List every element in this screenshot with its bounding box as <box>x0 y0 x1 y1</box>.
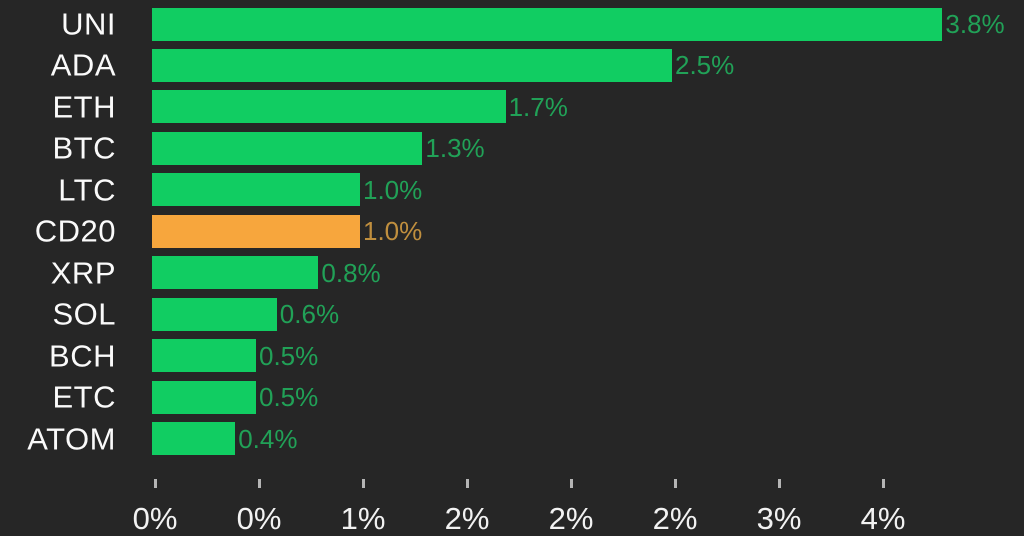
x-axis-tick-label-5: 2% <box>652 501 698 536</box>
category-label-ada: ADA <box>50 47 116 83</box>
x-axis-tick-label-4: 2% <box>548 501 594 536</box>
category-label-cd20: CD20 <box>34 213 116 249</box>
bar-eth <box>152 90 506 124</box>
bar-btc <box>152 131 423 165</box>
x-axis-tick-label-1: 0% <box>236 501 282 536</box>
value-label-ltc: 1.0% <box>363 174 423 205</box>
bar-sol <box>152 297 277 331</box>
category-label-eth: ETH <box>52 89 116 125</box>
bar-ltc <box>152 173 360 207</box>
value-label-cd20: 1.0% <box>363 216 423 247</box>
x-axis-tick-label-6: 3% <box>756 501 802 536</box>
category-label-sol: SOL <box>52 296 116 332</box>
bar-atom <box>152 422 236 455</box>
value-label-atom: 0.4% <box>238 423 298 454</box>
x-axis-tick-label-0: 0% <box>132 501 178 536</box>
x-axis-tick-5 <box>673 479 677 488</box>
value-label-bch: 0.5% <box>259 340 319 371</box>
value-label-eth: 1.7% <box>508 91 568 122</box>
category-label-bch: BCH <box>49 338 116 374</box>
x-axis-tick-6 <box>777 479 781 488</box>
x-axis-tick-2 <box>361 479 365 488</box>
value-label-sol: 0.6% <box>279 299 340 330</box>
x-axis-tick-label-7: 4% <box>860 501 906 536</box>
x-axis-tick-3 <box>465 479 469 488</box>
bar-cd20 <box>152 214 360 248</box>
category-label-btc: BTC <box>52 130 116 166</box>
x-axis-tick-label-3: 2% <box>444 501 490 536</box>
category-label-etc: ETC <box>52 379 116 415</box>
category-label-uni: UNI <box>61 6 116 42</box>
bar-etc <box>152 380 256 414</box>
value-label-ada: 2.5% <box>675 50 735 81</box>
bar-ada <box>152 48 672 82</box>
bar-uni <box>152 7 943 41</box>
value-label-btc: 1.3% <box>425 133 485 164</box>
category-label-xrp: XRP <box>50 255 116 291</box>
value-label-etc: 0.5% <box>259 382 319 413</box>
x-axis-tick-4 <box>569 479 573 488</box>
x-axis-tick-0 <box>153 479 157 488</box>
x-axis-tick-label-2: 1% <box>340 501 386 536</box>
value-label-uni: 3.8% <box>945 9 1005 39</box>
value-label-xrp: 0.8% <box>321 257 381 288</box>
category-label-ltc: LTC <box>58 172 116 208</box>
category-label-atom: ATOM <box>27 421 116 456</box>
bar-xrp <box>152 256 319 290</box>
bar-bch <box>152 339 256 373</box>
x-axis-tick-1 <box>257 479 261 488</box>
x-axis-tick-7 <box>881 479 885 488</box>
